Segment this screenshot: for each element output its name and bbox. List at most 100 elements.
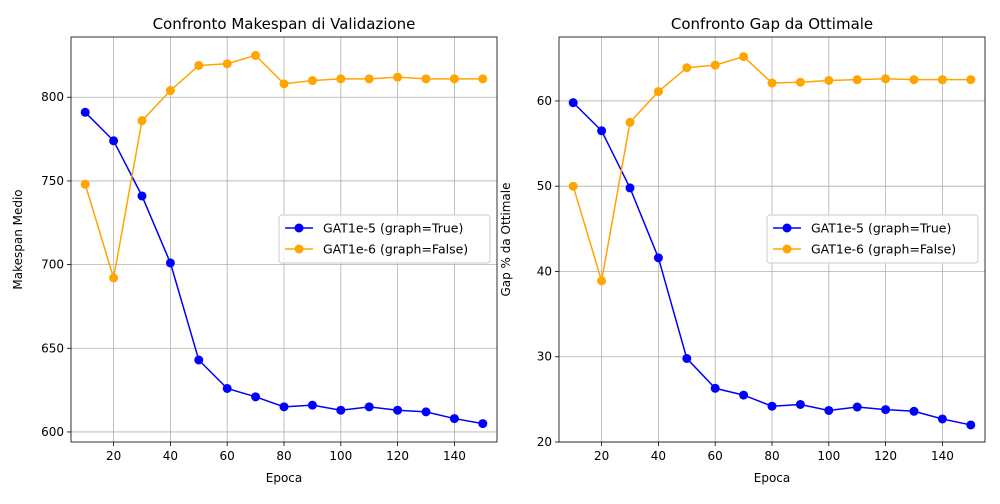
x-axis-label: Epoca — [754, 471, 791, 485]
x-tick-label: 100 — [817, 449, 840, 463]
data-point — [307, 76, 317, 86]
data-point — [393, 405, 403, 415]
y-axis-label: Makespan Medio — [11, 189, 25, 289]
data-point — [682, 63, 692, 73]
legend-swatch-marker — [294, 223, 304, 233]
data-point — [625, 183, 635, 193]
data-point — [568, 181, 578, 191]
data-point — [909, 406, 919, 416]
x-tick-label: 40 — [651, 449, 666, 463]
x-tick-label: 20 — [594, 449, 609, 463]
data-point — [653, 253, 663, 263]
data-point — [165, 86, 175, 96]
data-point — [393, 72, 403, 82]
legend-swatch-marker — [782, 223, 792, 233]
legend-entry: GAT1e-6 (graph=False) — [811, 242, 956, 257]
data-point — [597, 126, 607, 136]
y-tick-label: 50 — [537, 179, 552, 193]
data-point — [336, 405, 346, 415]
data-point — [449, 414, 459, 424]
y-tick-label: 700 — [41, 258, 64, 272]
x-tick-label: 60 — [708, 449, 723, 463]
x-tick-label: 140 — [931, 449, 954, 463]
chart-title: Confronto Gap da Ottimale — [671, 15, 873, 33]
data-point — [165, 258, 175, 268]
legend-swatch-marker — [782, 244, 792, 254]
data-point — [251, 392, 261, 402]
data-point — [824, 405, 834, 415]
y-tick-label: 60 — [537, 94, 552, 108]
data-point — [137, 116, 147, 126]
data-point — [739, 52, 749, 62]
data-point — [625, 117, 635, 127]
legend-box — [278, 214, 491, 264]
data-point — [937, 75, 947, 85]
data-point — [222, 383, 232, 393]
data-point — [364, 74, 374, 84]
y-tick-label: 30 — [537, 350, 552, 364]
chart-1: 20 40 60 80 100 120 140 600 650 700 750 800 Confront… — [11, 15, 498, 485]
data-point — [909, 75, 919, 85]
data-point — [852, 75, 862, 85]
data-point — [421, 407, 431, 417]
data-point — [251, 50, 261, 60]
data-point — [937, 414, 947, 424]
data-point — [222, 59, 232, 69]
y-tick-label: 750 — [41, 174, 64, 188]
x-tick-label: 60 — [220, 449, 235, 463]
data-point — [767, 401, 777, 411]
chart-title: Confronto Makespan di Validazione — [153, 15, 416, 33]
data-point — [478, 74, 488, 84]
data-point — [767, 78, 777, 88]
chart-2: 20 40 60 80 100 120 140 20 30 40 50 60 Confronto Gap… — [499, 15, 986, 485]
plot-frame — [70, 36, 498, 443]
data-point — [279, 402, 289, 412]
y-tick-label: 20 — [537, 435, 552, 449]
legend-entry: GAT1e-5 (graph=True) — [323, 221, 463, 236]
data-point — [795, 399, 805, 409]
data-point — [80, 179, 90, 189]
legend-swatch-marker — [294, 244, 304, 254]
y-tick-label: 40 — [537, 264, 552, 278]
data-point — [682, 353, 692, 363]
data-point — [881, 405, 891, 415]
legend-entry: GAT1e-6 (graph=False) — [323, 242, 468, 257]
data-point — [568, 98, 578, 108]
x-tick-label: 100 — [329, 449, 352, 463]
x-tick-label: 80 — [764, 449, 779, 463]
plot-frame — [558, 36, 986, 443]
data-point — [653, 87, 663, 97]
legend-entry: GAT1e-5 (graph=True) — [811, 221, 951, 236]
x-tick-label: 140 — [443, 449, 466, 463]
legend-box — [766, 214, 979, 264]
data-point — [710, 60, 720, 70]
data-point — [80, 107, 90, 117]
data-point — [194, 60, 204, 70]
data-point — [194, 355, 204, 365]
x-tick-label: 120 — [874, 449, 897, 463]
data-point — [109, 136, 119, 146]
data-point — [137, 191, 147, 201]
data-point — [710, 383, 720, 393]
data-point — [966, 420, 976, 430]
data-point — [279, 79, 289, 89]
data-point — [336, 74, 346, 84]
x-tick-label: 20 — [106, 449, 121, 463]
x-tick-label: 40 — [163, 449, 178, 463]
data-point — [824, 75, 834, 85]
legend: GAT1e-5 (graph=True) GAT1e-6 (graph=False… — [766, 214, 979, 264]
data-point — [478, 419, 488, 429]
legend: GAT1e-5 (graph=True) GAT1e-6 (graph=False… — [278, 214, 491, 264]
data-point — [109, 273, 119, 283]
data-point — [739, 390, 749, 400]
y-tick-label: 650 — [41, 341, 64, 355]
data-point — [881, 74, 891, 84]
y-tick-label: 600 — [41, 425, 64, 439]
y-axis-label: Gap % da Ottimale — [499, 182, 513, 296]
data-point — [597, 276, 607, 286]
y-tick-label: 800 — [41, 90, 64, 104]
data-point — [364, 402, 374, 412]
x-tick-label: 80 — [276, 449, 291, 463]
x-tick-label: 120 — [386, 449, 409, 463]
